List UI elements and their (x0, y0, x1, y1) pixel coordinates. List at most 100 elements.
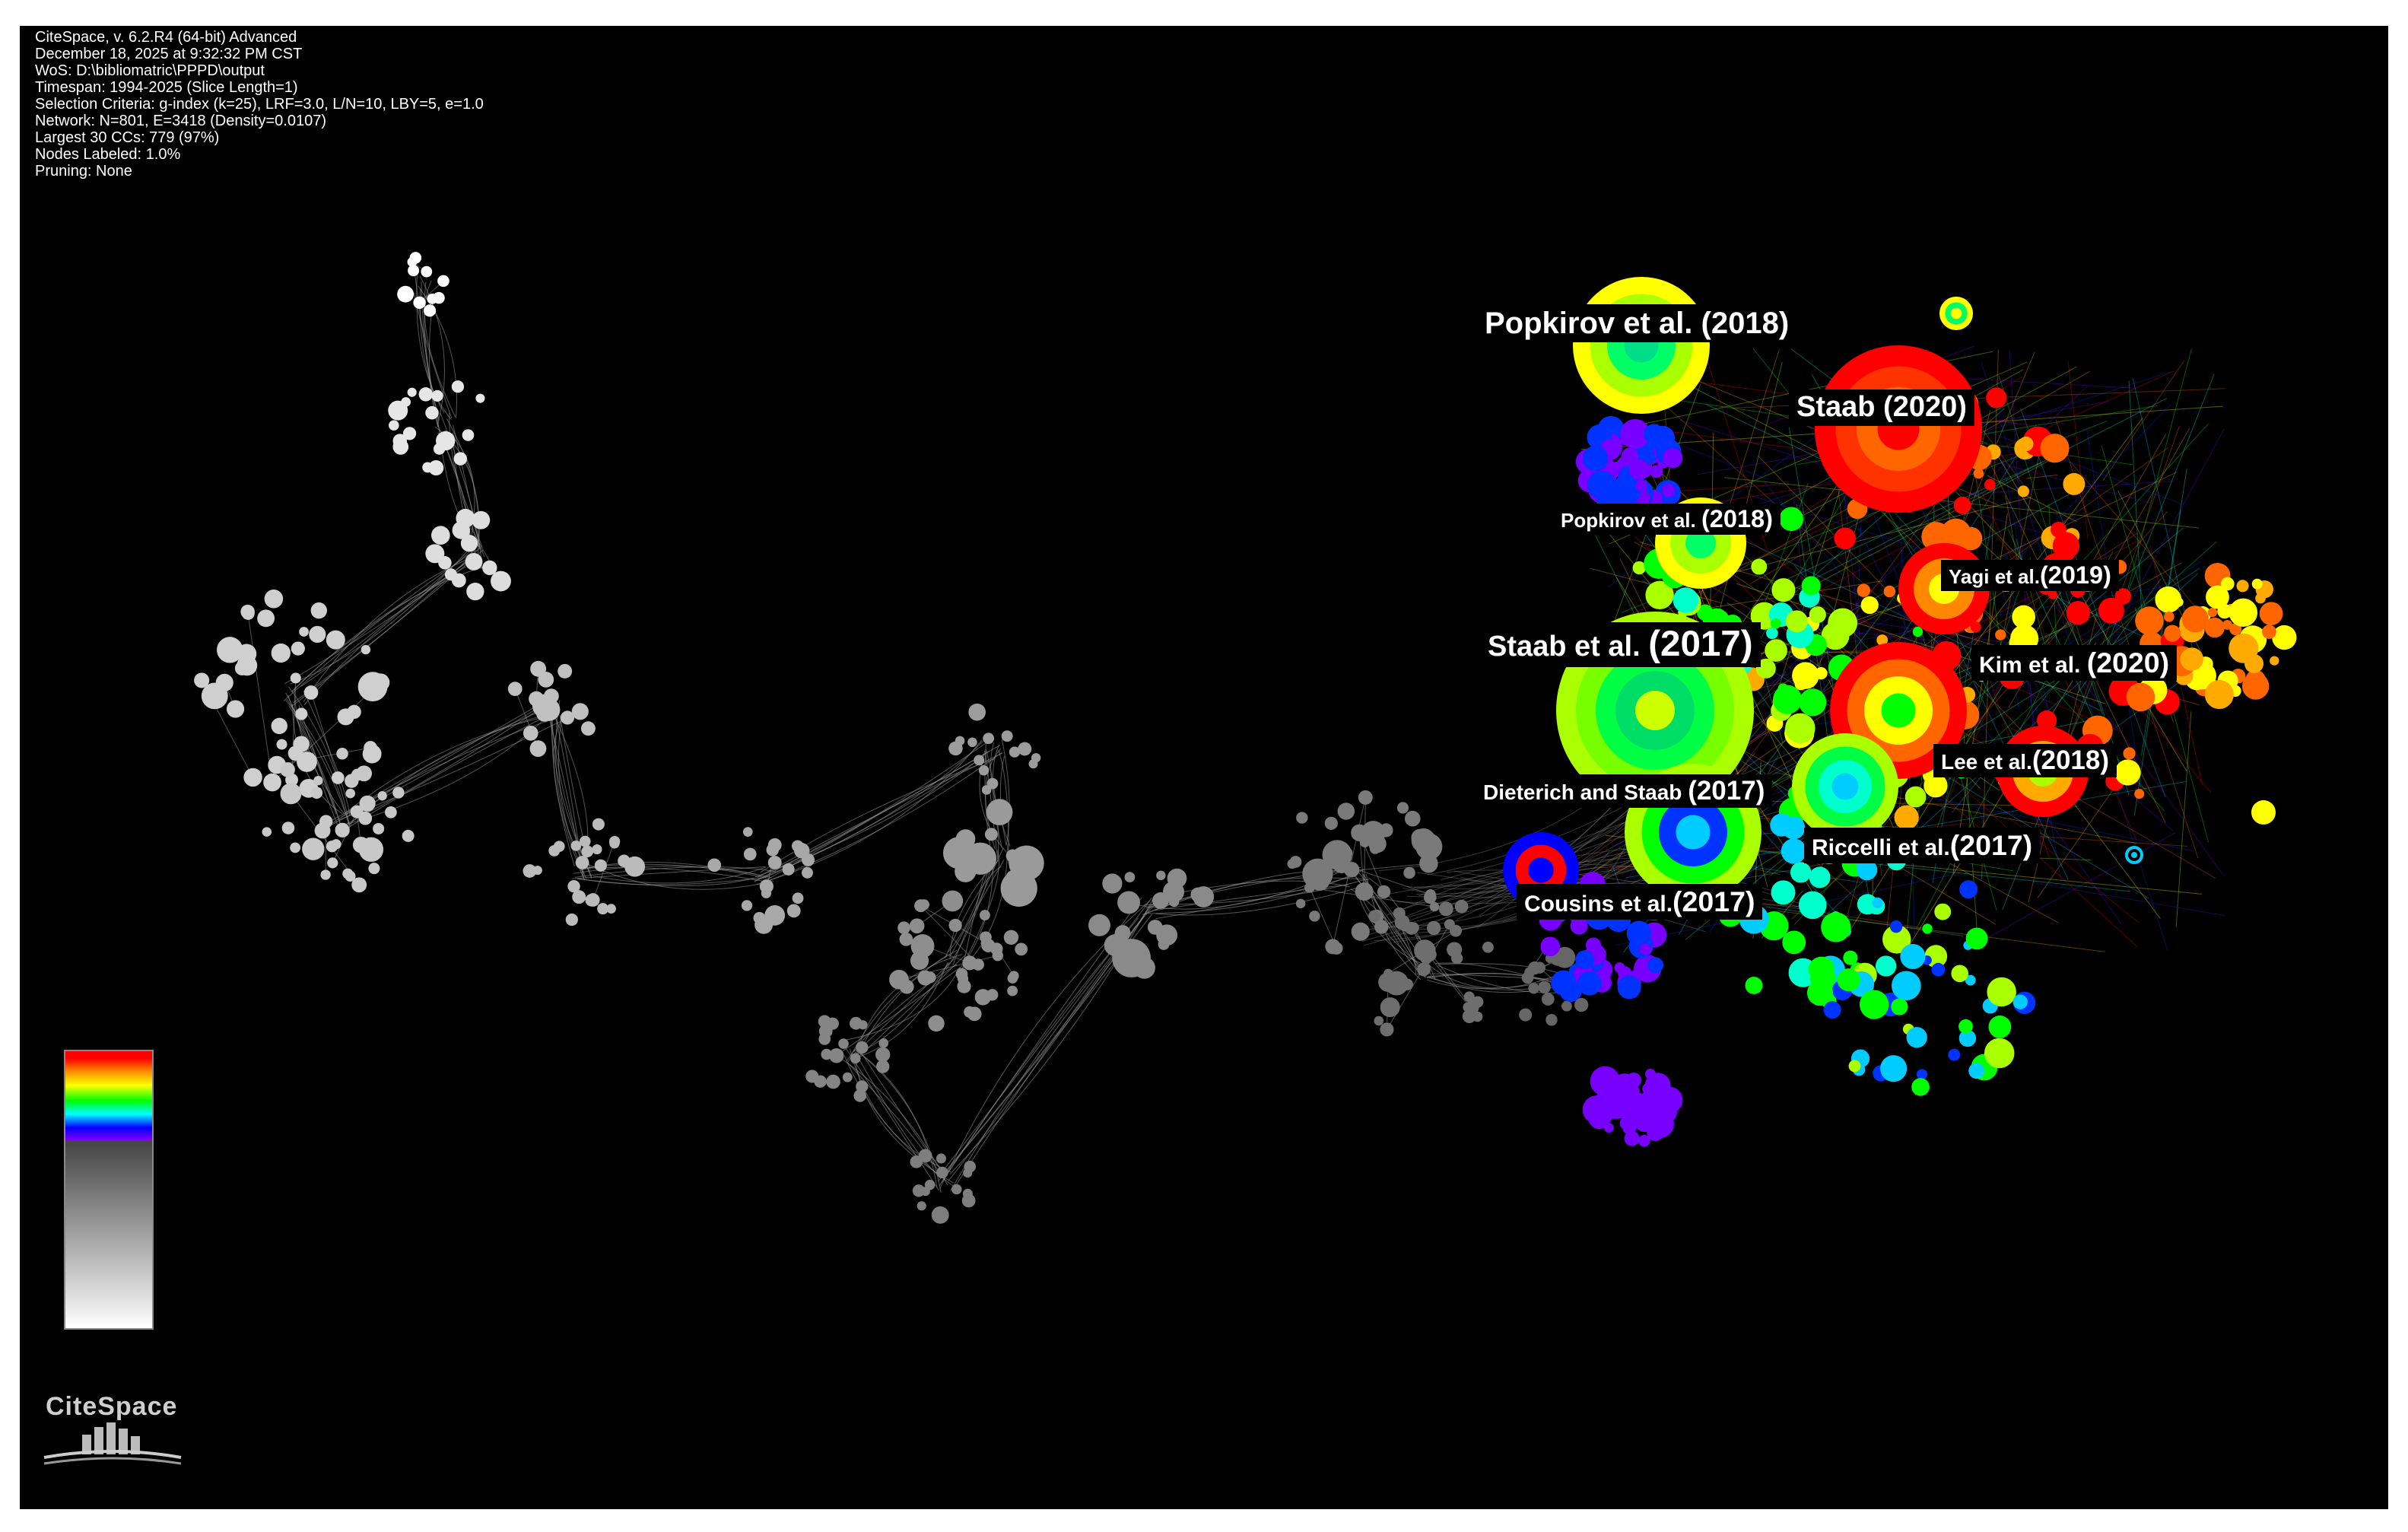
network-node (1638, 1134, 1650, 1147)
network-node (951, 1184, 962, 1195)
network-node (558, 663, 573, 679)
network-node (215, 673, 233, 692)
network-node (914, 899, 927, 913)
network-node (856, 1041, 869, 1054)
network-node (362, 744, 382, 764)
network-node (909, 918, 925, 934)
network-node (226, 700, 245, 718)
network-node (1859, 990, 1889, 1019)
network-edge (419, 275, 445, 426)
network-edge (998, 750, 1009, 864)
network-node (608, 835, 621, 847)
network-node (579, 835, 591, 847)
network-node (529, 740, 547, 758)
network-edge (303, 690, 351, 816)
network-node (1447, 942, 1463, 958)
network-node (1948, 1048, 1961, 1061)
network-node (979, 910, 990, 920)
network-edge (551, 712, 592, 878)
network-edge (1437, 965, 1567, 993)
network-edge (2003, 443, 2042, 632)
network-node (243, 768, 262, 787)
network-node (1009, 746, 1021, 758)
network-node (1577, 971, 1602, 996)
network-node (1582, 1095, 1612, 1124)
network-edge (593, 866, 766, 884)
network-node (1662, 484, 1676, 497)
network-node (1906, 1027, 1927, 1048)
network-node (2123, 747, 2136, 760)
network-node (2236, 580, 2249, 593)
network-node (2135, 606, 2164, 635)
network-node (1403, 866, 1415, 879)
network-node (2114, 588, 2132, 605)
network-edge (2106, 427, 2190, 574)
network-node (1423, 891, 1437, 904)
metadata-line: Selection Criteria: g-index (k=25), LRF=… (35, 96, 484, 113)
network-node (217, 637, 243, 663)
network-node (345, 788, 355, 799)
label-name: Staab et al. (1488, 631, 1641, 663)
network-edge (1309, 887, 1435, 907)
network-node (1604, 1123, 1614, 1133)
network-node (451, 380, 465, 393)
network-node (431, 389, 443, 402)
network-edge (344, 715, 552, 815)
node-staab-2020 (1815, 345, 1982, 513)
network-node (310, 602, 327, 619)
network-node (1931, 962, 1946, 977)
network-node (767, 838, 782, 852)
network-node (1330, 942, 1343, 955)
network-edge (1440, 742, 1812, 881)
network-node (974, 755, 985, 766)
network-edge (1619, 558, 1650, 620)
network-edge (1841, 472, 1863, 656)
network-node (290, 672, 301, 684)
label-year: (2018) (2032, 745, 2110, 775)
network-node (1801, 576, 1821, 596)
network-edge (550, 701, 592, 879)
network-node (271, 643, 291, 663)
network-node (2012, 994, 2028, 1009)
network-node (262, 827, 272, 837)
network-node (1781, 838, 1806, 864)
network-node (1986, 387, 2007, 408)
network-node (1632, 561, 1646, 575)
network-node (1771, 578, 1796, 602)
network-node (2204, 680, 2234, 710)
network-node (1848, 1060, 1861, 1073)
network-node (567, 880, 580, 893)
network-node (335, 822, 350, 838)
network-node (842, 1072, 853, 1082)
network-edge (340, 721, 542, 827)
network-node (1546, 1014, 1558, 1026)
network-edge (838, 967, 961, 1054)
network-node (767, 856, 782, 869)
co-citation-network (194, 252, 2297, 1224)
node-label-popkirov-2018-small: Popkirov et al. (2019)(2018) (1553, 504, 1781, 536)
network-node (2251, 578, 2263, 590)
network-edge (853, 953, 963, 1064)
network-edge (849, 1048, 951, 1173)
network-node (2098, 597, 2124, 624)
network-node (592, 818, 605, 831)
network-node (962, 1188, 973, 1199)
network-node (1304, 882, 1315, 893)
network-edge (2118, 348, 2192, 623)
network-node (1005, 849, 1019, 863)
network-node (1798, 891, 1827, 920)
network-node (1644, 424, 1664, 444)
network-node (2114, 759, 2141, 786)
node-label-yagi-2019: Yagi et al.(2019) (1941, 560, 2119, 592)
network-edge (1001, 739, 1010, 845)
network-node (280, 762, 295, 777)
network-node (1904, 786, 1927, 808)
network-node (1939, 297, 1973, 330)
network-node (523, 726, 538, 741)
network-node (2062, 548, 2075, 561)
network-node (967, 737, 977, 748)
network-edge (2020, 408, 2166, 798)
label-name: Kim et al. (1979, 653, 2081, 678)
network-node (1875, 955, 1897, 977)
node-label-cousins-2017: Cousins et al.(2017) (1517, 884, 1763, 920)
